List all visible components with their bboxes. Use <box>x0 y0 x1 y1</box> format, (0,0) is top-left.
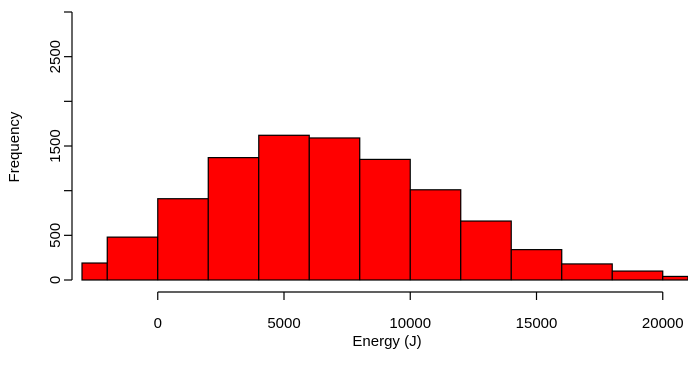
histogram-bar <box>258 134 310 281</box>
y-tick-label: 0 <box>47 276 64 284</box>
x-tick-label: 10000 <box>389 315 431 332</box>
histogram-bar <box>561 263 613 281</box>
histogram-bar <box>157 198 209 281</box>
bars-group <box>81 134 688 281</box>
x-tick-label: 0 <box>154 315 162 332</box>
histogram-bar <box>308 137 361 281</box>
histogram-bar <box>460 220 512 281</box>
y-axis: 0 500 1500 2500 <box>47 11 73 284</box>
histogram-bar <box>510 249 563 281</box>
histogram-bar <box>106 236 159 281</box>
histogram-bar <box>611 270 664 281</box>
x-axis: 0 5000 10000 15000 20000 <box>154 291 684 332</box>
x-tick-label: 20000 <box>642 315 684 332</box>
histogram-bar <box>359 158 411 281</box>
histogram-bar <box>409 189 462 281</box>
y-axis-label: Frequency <box>6 111 23 182</box>
x-tick-label: 5000 <box>267 315 300 332</box>
y-tick-label: 500 <box>47 223 64 248</box>
x-tick-label: 15000 <box>516 315 558 332</box>
histogram-bar <box>81 262 108 281</box>
y-tick-label: 2500 <box>47 40 64 73</box>
x-axis-label: Energy (J) <box>352 333 421 350</box>
y-tick-label: 1500 <box>47 129 64 162</box>
histogram-bar <box>662 275 688 281</box>
histogram-bar <box>207 157 260 281</box>
